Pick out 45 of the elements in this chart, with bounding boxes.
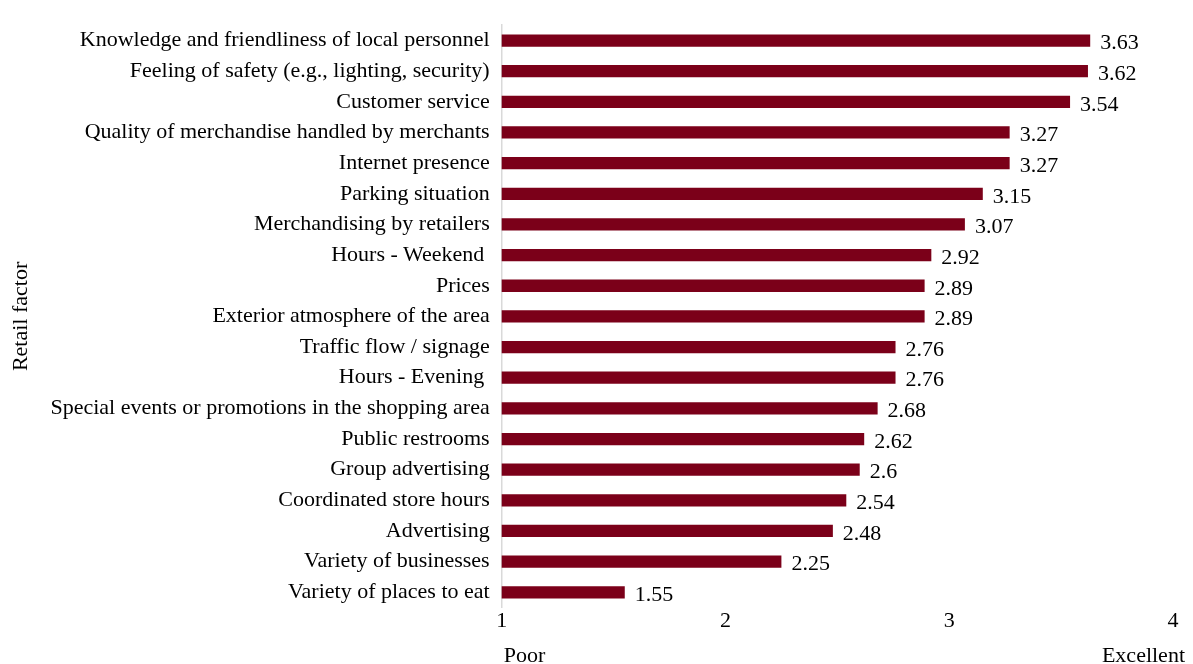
data-label: 2.76 [905,366,945,392]
data-label: 3.62 [1097,59,1137,85]
y-tick-label: Special events or promotions in the shopping area [50,394,490,420]
y-tick-label: Advertising [385,516,490,542]
y-tick-label: Traffic flow / signage [299,332,490,358]
y-tick-label: Hours - Weekend [331,240,490,266]
y-axis-title: Retail factor [6,261,32,372]
text: Poor [503,642,546,664]
y-tick-label: Coordinated store hours [278,486,490,512]
data-label: 2.62 [874,427,913,453]
data-label: 2.68 [887,397,927,423]
data-label: 2.25 [791,550,830,576]
text: Excellent [1101,642,1185,664]
y-tick-label: Feeling of safety (e.g., lighting, security) [129,56,490,82]
data-label: 2.6 [869,458,898,484]
data-label: 3.63 [1100,29,1139,55]
data-label: 3.27 [1019,151,1059,177]
data-label: 3.27 [1019,121,1059,147]
data-label: 3.15 [992,182,1032,208]
y-tick-label: Customer service [336,87,490,113]
y-tick-label: Merchandising by retailers [253,210,490,236]
x-tick-label: 1 [496,606,508,632]
data-label: 2.89 [934,274,974,300]
data-label: 2.54 [856,489,895,515]
y-tick-label: Public restrooms [341,424,490,450]
data-label: 2.92 [941,243,980,269]
y-tick-label: Variety of places to eat [288,578,490,604]
x-tick-label: 2 [719,606,731,632]
y-tick-label: Parking situation [339,179,490,205]
data-label: 3.07 [974,213,1014,239]
data-label: 2.89 [934,305,974,331]
y-tick-label: Internet presence [338,148,490,174]
y-tick-label: Exterior atmosphere of the area [212,302,490,328]
y-tick-label: Hours - Evening [338,363,490,389]
x-tick-label: 3 [943,606,955,632]
y-tick-label: Prices [435,271,490,297]
y-tick-label: Variety of businesses [303,547,490,573]
data-label: 3.54 [1080,90,1119,116]
x-tick-label: 4 [1167,606,1179,632]
y-tick-label: Quality of merchandise handled by merchants [84,118,490,144]
y-tick-label: Group advertising [330,455,490,481]
data-label: 1.55 [634,581,674,607]
data-label: 2.76 [905,335,945,361]
y-tick-label: Knowledge and friendliness of local personnel [79,26,490,52]
data-label: 2.48 [842,519,882,545]
